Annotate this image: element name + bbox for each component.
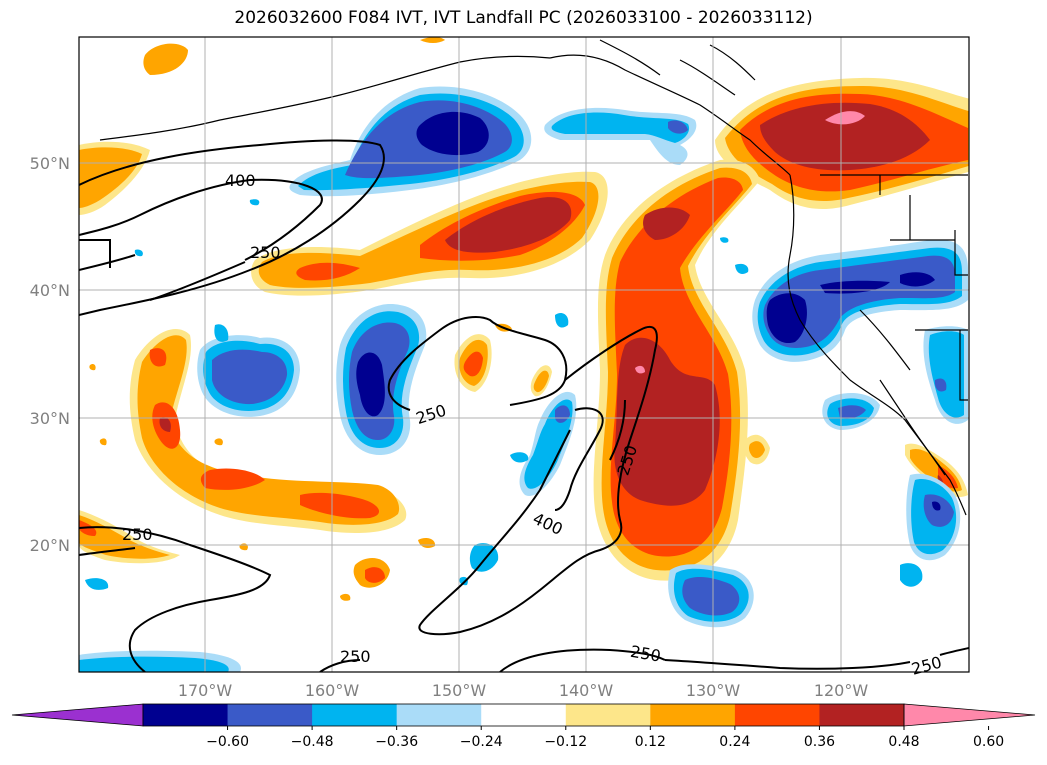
colorbar-segment: [481, 704, 567, 726]
colorbar-tick-label: 0.12: [635, 734, 666, 750]
lon-tick-label: 160°W: [305, 681, 360, 700]
contour-label: 400: [225, 171, 256, 190]
ivt-contours: [79, 139, 969, 672]
colorbar-tick-label: 0.24: [719, 734, 750, 750]
colorbar-tick-label: −0.60: [206, 734, 249, 750]
colorbar-segments: [11, 703, 1036, 727]
colorbar-segment: [650, 704, 736, 726]
lon-tick-label: 130°W: [686, 681, 741, 700]
neg-east-strip: [822, 326, 968, 587]
neg-north-blob: [289, 86, 697, 197]
lat-tick-label: 20°N: [30, 536, 70, 555]
lon-tick-label: 170°W: [178, 681, 233, 700]
neg-corners: [79, 199, 260, 672]
contour-label: 250: [340, 647, 371, 666]
neg-west-blobs: [197, 304, 427, 455]
map-title: 2026032600 F084 IVT, IVT Landfall PC (20…: [234, 8, 813, 28]
colorbar-segment: [227, 704, 313, 726]
colorbar-segment: [565, 704, 651, 726]
colorbar-segment: [143, 704, 229, 726]
gridlines: [79, 37, 969, 672]
pos-band-main: [593, 159, 760, 581]
lat-axis: 50°N 40°N 30°N 20°N: [30, 154, 70, 555]
coastlines: [99, 39, 968, 516]
lat-tick-label: 50°N: [30, 154, 70, 173]
neg-california-blob: [720, 237, 968, 362]
lat-tick-label: 30°N: [30, 409, 70, 428]
colorbar-segment: [819, 704, 905, 726]
pos-west-band: [79, 329, 436, 601]
colorbar-segment: [396, 704, 482, 726]
pc-shading: [79, 37, 969, 672]
colorbar-tick-label: 0.60: [973, 734, 1004, 750]
colorbar-tick-label: 0.48: [888, 734, 919, 750]
lat-tick-label: 40°N: [30, 281, 70, 300]
colorbar-tick-label: −0.48: [291, 734, 334, 750]
colorbar-tick-label: 0.36: [804, 734, 835, 750]
ivt-map: 400 250 250 250 400 250 250 250 250 170°…: [30, 36, 970, 700]
pos-band-mid: [251, 171, 608, 296]
lon-tick-label: 120°W: [814, 681, 869, 700]
lon-tick-label: 150°W: [432, 681, 487, 700]
colorbar-tick-label: −0.36: [375, 734, 418, 750]
colorbar-tick-label: −0.12: [544, 734, 587, 750]
map-frame: [78, 36, 970, 673]
colorbar-segment: [734, 704, 820, 726]
colorbar-tick-label: −0.24: [460, 734, 503, 750]
lon-tick-label: 140°W: [559, 681, 614, 700]
pos-blob-pnw: [715, 77, 969, 210]
colorbar-frame: [142, 703, 905, 727]
colorbar-segment: [312, 704, 398, 726]
contour-label: 250: [122, 525, 153, 544]
neg-south-blob: [668, 564, 754, 628]
contour-label: 250: [250, 243, 281, 262]
lon-axis: 170°W 160°W 150°W 140°W 130°W 120°W: [178, 681, 869, 700]
colorbar-labels: −0.60 −0.48 −0.36 −0.24 −0.12 0.12 0.24 0.36 0.4…: [206, 726, 1004, 750]
colorbar-extend-min: [11, 703, 144, 727]
colorbar-extend-max: [903, 703, 1036, 727]
